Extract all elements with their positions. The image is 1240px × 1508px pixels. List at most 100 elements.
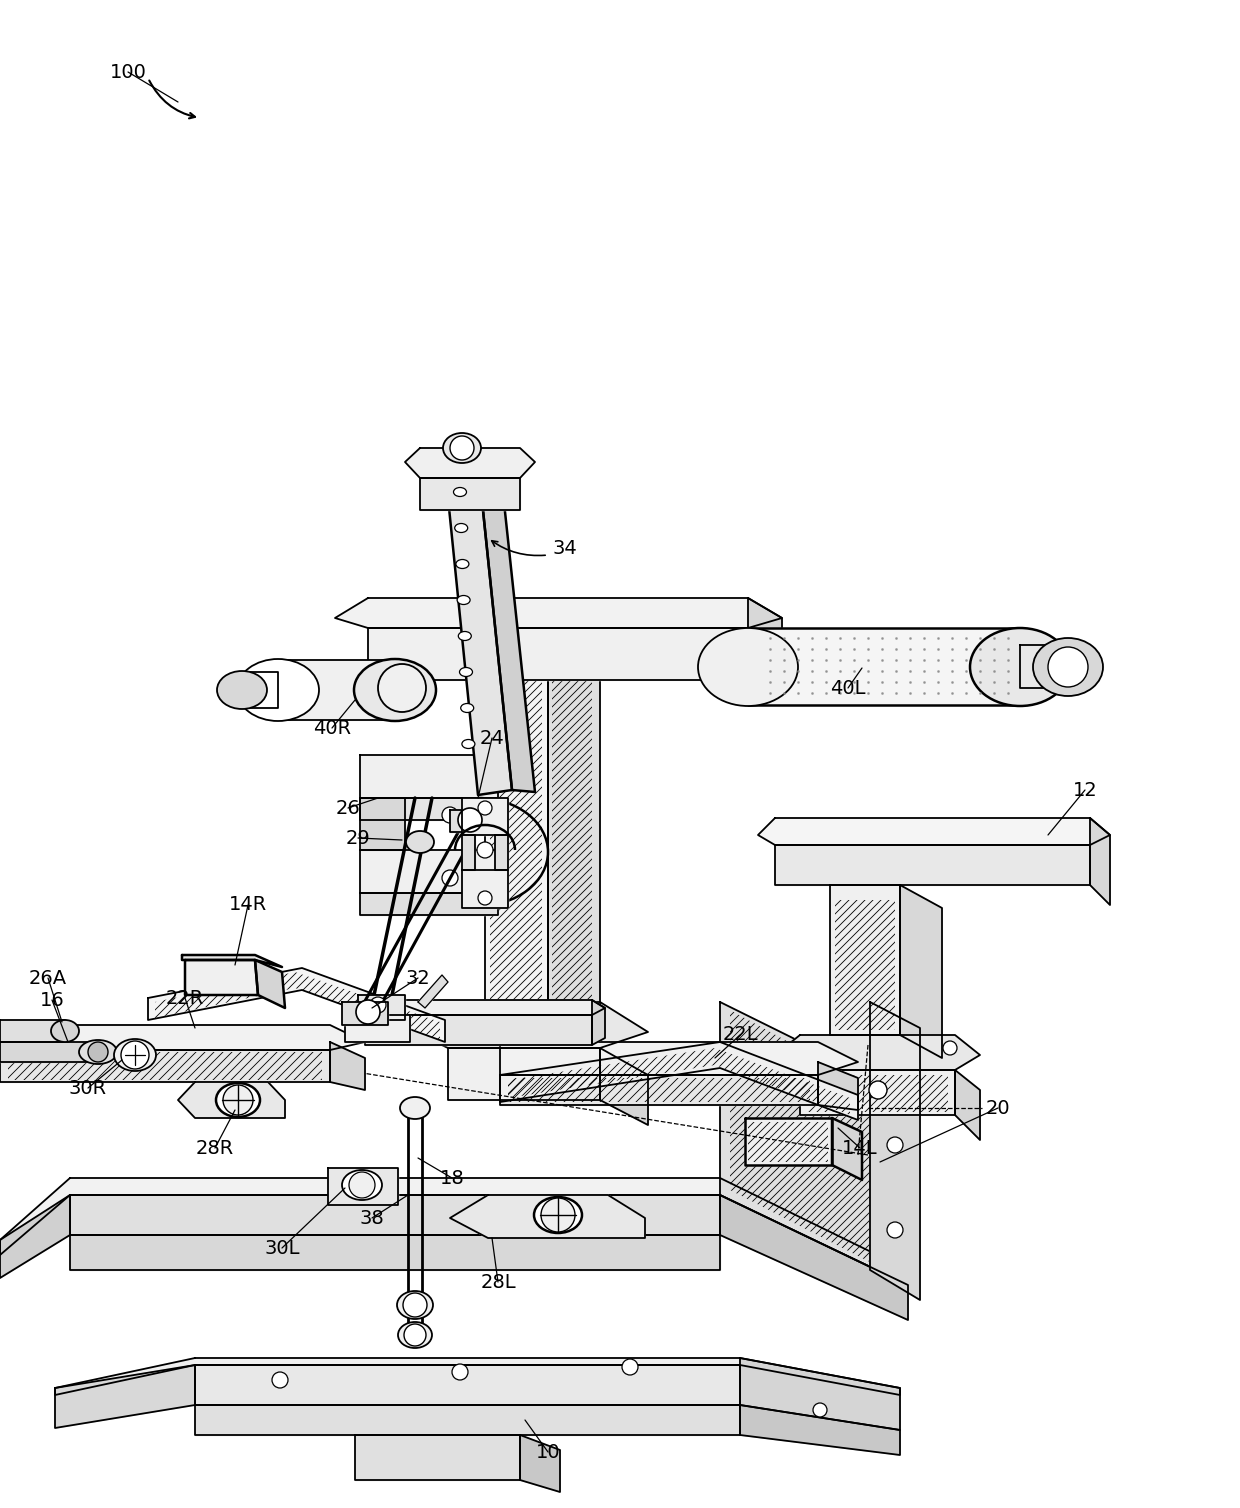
Ellipse shape: [342, 1170, 382, 1200]
Polygon shape: [179, 1083, 285, 1117]
Text: 26: 26: [336, 799, 361, 817]
Ellipse shape: [114, 1039, 156, 1071]
Circle shape: [223, 1084, 253, 1114]
Polygon shape: [720, 1194, 908, 1320]
Ellipse shape: [405, 831, 434, 854]
Polygon shape: [365, 1015, 591, 1045]
PathPatch shape: [730, 1010, 895, 1274]
Circle shape: [370, 997, 386, 1013]
Text: 14L: 14L: [842, 1139, 878, 1158]
Circle shape: [887, 1221, 903, 1238]
Polygon shape: [591, 1000, 605, 1045]
Polygon shape: [185, 961, 258, 995]
Circle shape: [348, 1172, 374, 1197]
Polygon shape: [745, 1117, 832, 1166]
Polygon shape: [477, 461, 534, 792]
PathPatch shape: [490, 624, 542, 1000]
PathPatch shape: [808, 1075, 949, 1111]
Text: 100: 100: [109, 62, 146, 81]
Polygon shape: [1021, 645, 1068, 688]
Ellipse shape: [461, 739, 475, 748]
Text: 32: 32: [405, 968, 430, 988]
Polygon shape: [800, 1071, 955, 1114]
Polygon shape: [195, 1405, 740, 1436]
Polygon shape: [329, 1169, 398, 1205]
Polygon shape: [463, 870, 508, 908]
Polygon shape: [600, 1048, 649, 1125]
Circle shape: [541, 1197, 575, 1232]
Polygon shape: [548, 618, 600, 1034]
Polygon shape: [450, 1194, 645, 1238]
Polygon shape: [401, 1001, 649, 1048]
Ellipse shape: [534, 1197, 582, 1234]
Polygon shape: [500, 1075, 818, 1105]
Ellipse shape: [456, 559, 469, 569]
Ellipse shape: [970, 627, 1070, 706]
Polygon shape: [870, 1001, 920, 1300]
Circle shape: [942, 1041, 957, 1056]
Polygon shape: [775, 844, 1090, 885]
Text: 26A: 26A: [29, 968, 67, 988]
Text: 29: 29: [346, 828, 371, 847]
Polygon shape: [330, 1042, 365, 1090]
Polygon shape: [420, 478, 520, 510]
Text: 30R: 30R: [69, 1078, 107, 1098]
Circle shape: [122, 1041, 149, 1069]
Circle shape: [869, 1081, 887, 1099]
Polygon shape: [0, 1025, 365, 1050]
Ellipse shape: [217, 671, 267, 709]
Text: 24: 24: [480, 728, 505, 748]
Circle shape: [403, 1292, 427, 1316]
Polygon shape: [818, 1062, 858, 1110]
Polygon shape: [520, 1436, 560, 1491]
Polygon shape: [148, 968, 445, 1042]
PathPatch shape: [155, 973, 440, 1041]
Circle shape: [813, 1402, 827, 1418]
Ellipse shape: [698, 627, 799, 706]
Text: 12: 12: [1073, 781, 1097, 799]
PathPatch shape: [552, 645, 591, 1025]
Circle shape: [450, 436, 474, 460]
Polygon shape: [360, 756, 498, 798]
PathPatch shape: [748, 1122, 828, 1163]
Polygon shape: [418, 976, 448, 1007]
Polygon shape: [748, 627, 1021, 706]
Polygon shape: [342, 1001, 388, 1025]
Ellipse shape: [461, 704, 474, 712]
Ellipse shape: [51, 1019, 79, 1042]
Polygon shape: [0, 1019, 64, 1042]
Text: 22L: 22L: [722, 1025, 758, 1045]
Polygon shape: [463, 835, 475, 870]
Text: 20: 20: [986, 1098, 1011, 1117]
Polygon shape: [748, 599, 782, 700]
Polygon shape: [345, 1015, 410, 1042]
Polygon shape: [740, 1359, 900, 1430]
Ellipse shape: [397, 1291, 433, 1320]
Text: 28R: 28R: [196, 1139, 234, 1158]
Circle shape: [477, 801, 492, 814]
Polygon shape: [69, 1235, 720, 1270]
Text: 40R: 40R: [312, 718, 351, 737]
Circle shape: [453, 1365, 467, 1380]
PathPatch shape: [508, 1078, 810, 1102]
Text: 34: 34: [553, 538, 578, 558]
Text: 38: 38: [360, 1208, 384, 1228]
Polygon shape: [350, 1000, 605, 1015]
Polygon shape: [368, 627, 748, 680]
Polygon shape: [1090, 817, 1110, 905]
Polygon shape: [360, 798, 405, 851]
Circle shape: [88, 1042, 108, 1062]
Polygon shape: [0, 1042, 98, 1062]
Polygon shape: [335, 599, 782, 627]
Text: 40L: 40L: [831, 679, 866, 698]
Ellipse shape: [353, 659, 436, 721]
Polygon shape: [0, 1178, 908, 1285]
PathPatch shape: [7, 1053, 322, 1080]
Polygon shape: [463, 798, 508, 835]
Circle shape: [441, 870, 458, 887]
Ellipse shape: [398, 1323, 432, 1348]
Polygon shape: [278, 661, 396, 719]
Text: 30L: 30L: [264, 1238, 300, 1258]
Polygon shape: [242, 673, 278, 707]
Polygon shape: [69, 1194, 720, 1235]
